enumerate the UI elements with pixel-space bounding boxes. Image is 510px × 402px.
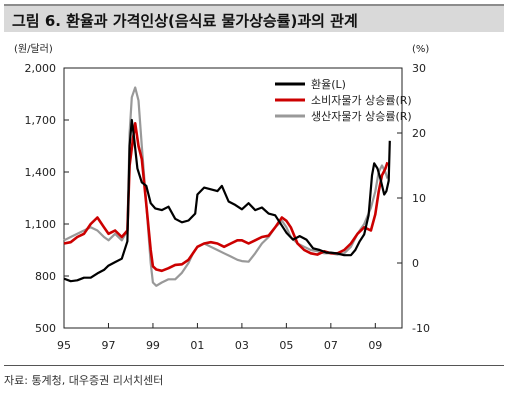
x-tick-label: 97: [101, 339, 115, 352]
legend-label-2: 생산자물가 상승률(R): [311, 110, 412, 123]
legend-layer: 환율(L) 소비자물가 상승률(R) 생산자물가 상승률(R): [275, 78, 412, 123]
bottom-rule: [4, 365, 504, 366]
x-tick-label: 01: [190, 339, 204, 352]
y-left-tick-label: 1,700: [25, 114, 57, 127]
series-line-0: [63, 118, 391, 283]
x-tick-label: 09: [368, 339, 382, 352]
source-note: 자료: 통계청, 대우증권 리서치센터: [4, 374, 164, 387]
series-line-1: [63, 122, 389, 273]
series-layer: [63, 86, 391, 287]
y-left-tick-label: 1,100: [25, 218, 57, 231]
y-left-tick-label: 2,000: [25, 62, 57, 75]
y-right-tick-label: 30: [412, 62, 426, 75]
y-left-tick-label: 500: [35, 322, 56, 335]
title-bar: 그림 6. 환율과 가격인상(음식료 물가상승률)과의 관계: [4, 4, 504, 32]
y-left-unit: (원/달러): [14, 43, 53, 55]
x-tick-label: 07: [324, 339, 338, 352]
legend-label-1: 소비자물가 상승률(R): [311, 94, 412, 107]
y-right-tick-label: 20: [412, 127, 426, 140]
y-right-unit: (%): [412, 44, 429, 55]
y-left-tick-label: 1,400: [25, 166, 57, 179]
x-tick-label: 95: [57, 339, 71, 352]
y-right-tick-label: 10: [412, 192, 426, 205]
legend-label-0: 환율(L): [311, 78, 346, 91]
y-left-tick-label: 800: [35, 270, 56, 283]
chart-title: 그림 6. 환율과 가격인상(음식료 물가상승률)과의 관계: [12, 12, 358, 30]
y-right-tick-label: -10: [412, 322, 430, 335]
x-tick-label: 05: [279, 339, 293, 352]
plot-frame: [63, 67, 403, 329]
x-tick-label: 03: [235, 339, 249, 352]
x-tick-label: 99: [146, 339, 160, 352]
y-right-tick-label: 0: [412, 257, 419, 270]
